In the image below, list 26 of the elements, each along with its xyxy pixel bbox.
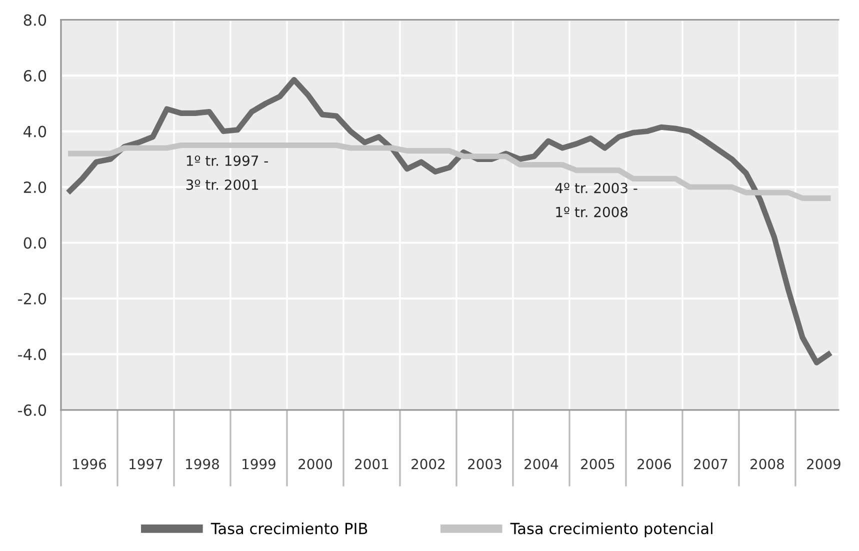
x-tick-label: 1997 <box>130 458 162 470</box>
x-tick-label: 2008 <box>750 458 784 470</box>
y-tick-label: 2.0 <box>24 181 46 194</box>
x-tick-label: 1999 <box>242 458 276 470</box>
x-tick-label: 2007 <box>694 458 728 470</box>
y-tick-label: 4.0 <box>24 126 46 138</box>
x-tick-label: 2006 <box>638 458 672 470</box>
x-tick-label: 2004 <box>524 458 558 470</box>
y-tick-label: -2.0 <box>18 292 46 305</box>
y-tick-label: 6.0 <box>24 70 46 82</box>
annotation: 4º tr. 2003 - 1º tr. 2008 <box>555 182 638 218</box>
annotation: 1º tr. 1997 - 3º tr. 2001 <box>186 155 268 190</box>
x-tick-label: 2003 <box>468 458 502 470</box>
y-tick-label: 0.0 <box>24 237 46 249</box>
x-tick-label: 2001 <box>355 458 388 470</box>
x-tick-label: 1998 <box>186 458 219 470</box>
x-tick-label: 2009 <box>807 458 840 470</box>
legend-label: Tasa crecimiento potencial <box>510 522 712 538</box>
x-tick-label: 2002 <box>412 458 444 470</box>
x-tick-label: 1996 <box>73 458 106 470</box>
x-tick-label: 2005 <box>581 458 614 470</box>
x-tick-label: 2000 <box>298 458 332 470</box>
y-tick-label: 8.0 <box>24 14 46 26</box>
y-tick-label: -4.0 <box>18 348 46 360</box>
y-tick-label: -6.0 <box>18 404 46 416</box>
legend-label: Tasa crecimiento PIB <box>210 522 368 534</box>
